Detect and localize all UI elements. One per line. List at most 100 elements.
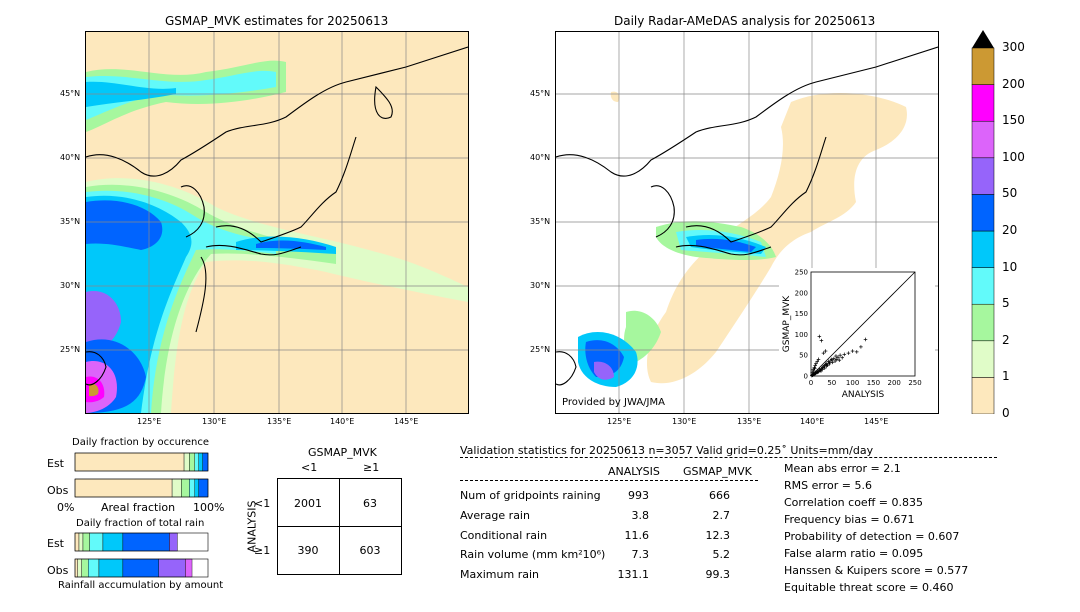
fraction-bar-segment	[171, 478, 182, 498]
scatter-y-tick: 50	[799, 352, 808, 360]
fraction-bar-segment	[181, 478, 190, 498]
stat-label-volume: Rain volume (mm km²10⁶)	[460, 548, 606, 561]
right-lat-label-40: 40°N	[530, 153, 551, 162]
fraction-bar-segment	[78, 532, 84, 552]
colorbar-label: 1	[1002, 369, 1010, 384]
left-lat-label-45: 45°N	[60, 89, 81, 98]
left-lon-label-135: 135°E	[267, 417, 292, 426]
colorbar-label: 200	[1002, 76, 1025, 91]
scatter-x-tick: 150	[867, 379, 880, 387]
left-lon-label-130: 130°E	[202, 417, 227, 426]
scatter-point	[834, 354, 838, 358]
score-hk: Hanssen & Kuipers score = 0.577	[784, 564, 969, 577]
right-map-title: Daily Radar-AMeDAS analysis for 20250613	[614, 14, 876, 28]
fraction-bar-segment	[198, 452, 203, 472]
contingency-row-ge1: ≥1	[254, 544, 271, 557]
occurrence-tick-0: 0%	[57, 501, 75, 514]
validation-sub-divider	[460, 480, 758, 481]
scatter-point	[830, 357, 834, 362]
right-lon-label-140: 140°E	[800, 417, 825, 426]
total-rain-row-obs: Obs	[47, 564, 69, 577]
colorbar-label: 50	[1002, 186, 1018, 201]
left-lat-label-35: 35°N	[60, 217, 81, 226]
stat-analysis-volume: 7.3	[631, 548, 650, 561]
right-map-rain-fields	[578, 91, 907, 387]
scatter-point	[832, 356, 836, 361]
contingency-cell-00: 2001	[294, 497, 322, 510]
fraction-bar-segment	[194, 452, 199, 472]
validation-col-analysis: ANALYSIS	[608, 465, 660, 478]
score-far: False alarm ratio = 0.095	[784, 547, 924, 560]
right-lon-label-135: 135°E	[737, 417, 762, 426]
scatter-point	[836, 355, 840, 360]
fraction-bar-segment	[158, 558, 186, 578]
scatter-plot: 00 50 50 100 100 150 150 200 200 250 250 ANALYSIS GS…	[782, 269, 922, 401]
colorbar-segment	[971, 303, 995, 342]
total-rain-row-est: Est	[47, 537, 64, 550]
scatter-point	[825, 361, 829, 366]
scatter-x-tick: 100	[846, 379, 859, 387]
right-lat-label-25: 25°N	[530, 345, 551, 354]
fraction-bar-segment	[102, 532, 124, 552]
occurrence-row-obs: Obs	[47, 484, 69, 497]
scatter-point	[819, 338, 824, 343]
fraction-bar-segment	[77, 558, 82, 578]
scatter-point	[837, 358, 842, 362]
occurrence-tick-100: 100%	[193, 501, 225, 514]
scatter-point	[850, 349, 855, 353]
scatter-y-tick: 150	[795, 310, 808, 318]
stat-label-average: Average rain	[460, 509, 530, 522]
colorbar-segment	[971, 194, 995, 232]
colorbar-segment	[971, 84, 995, 122]
scatter-point	[859, 345, 863, 349]
scatter-point	[814, 361, 818, 366]
scatter-point	[824, 364, 829, 368]
colorbar-label: 150	[1002, 113, 1025, 128]
colorbar-label: 10	[1002, 259, 1018, 274]
fraction-bar-segment	[169, 532, 178, 552]
colorbar-segment	[971, 267, 995, 305]
stat-gsmap-gridpoints: 666	[709, 489, 730, 502]
score-correlation: Correlation coeff = 0.835	[784, 496, 923, 509]
colorbar-label: 20	[1002, 223, 1018, 237]
stat-gsmap-maximum: 99.3	[705, 568, 731, 581]
scatter-point	[833, 359, 837, 363]
fraction-bar-segment	[98, 558, 124, 578]
fraction-bar-frame	[74, 558, 209, 578]
fraction-bar-segment	[82, 532, 90, 552]
score-rmse: RMS error = 5.6	[784, 479, 872, 492]
scatter-point	[820, 367, 825, 372]
occurrence-chart-title: Daily fraction by occurence	[72, 437, 210, 448]
scatter-point	[842, 352, 847, 357]
colorbar	[971, 30, 995, 415]
scatter-x-tick: 200	[888, 379, 901, 387]
right-lat-label-35: 35°N	[530, 217, 551, 226]
scatter-y-tick: 250	[795, 269, 808, 277]
right-lon-label-130: 130°E	[672, 417, 697, 426]
total-rain-bars	[74, 532, 209, 578]
fraction-bar-segment	[88, 558, 100, 578]
colorbar-extend-arrow	[972, 30, 994, 48]
left-lon-label-145: 145°E	[394, 417, 419, 426]
stat-label-maximum: Maximum rain	[460, 568, 539, 581]
total-rain-xlabel: Rainfall accumulation by amount	[58, 580, 224, 591]
occurrence-bars	[74, 452, 209, 498]
scatter-point	[838, 353, 842, 357]
left-map-coastlines	[86, 46, 468, 386]
contingency-cell-01: 63	[363, 497, 377, 510]
left-lat-label-40: 40°N	[60, 153, 81, 162]
fraction-bar-frame	[74, 478, 209, 498]
colorbar-segment	[971, 120, 995, 159]
right-lon-label-125: 125°E	[607, 417, 632, 426]
stat-label-gridpoints: Num of gridpoints raining	[460, 489, 601, 502]
scatter-point	[834, 357, 839, 362]
colorbar-segment	[971, 47, 995, 85]
stat-analysis-maximum: 131.1	[617, 568, 650, 581]
scatter-point	[812, 372, 816, 377]
scatter-diagonal	[810, 271, 916, 377]
colorbar-label: 300	[1002, 40, 1025, 54]
fraction-bar-segment	[81, 558, 89, 578]
left-map	[85, 31, 469, 414]
fraction-bar-segment	[202, 452, 209, 472]
left-map-title: GSMAP_MVK estimates for 20250613	[165, 14, 389, 28]
